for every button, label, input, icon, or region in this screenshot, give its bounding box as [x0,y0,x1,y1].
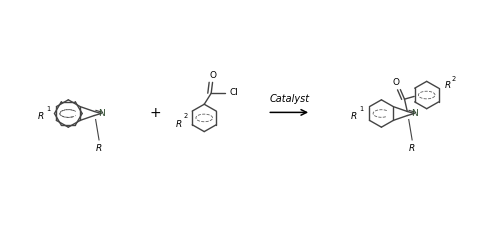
Text: O: O [393,78,400,87]
Text: N: N [411,109,418,118]
Text: O: O [209,71,216,80]
Text: N: N [98,109,105,118]
Text: Catalyst: Catalyst [269,94,309,104]
Text: R: R [175,120,182,129]
Text: 1: 1 [359,106,363,112]
Text: +: + [150,106,162,121]
Text: R: R [409,144,415,153]
Text: R: R [351,112,357,121]
Text: R: R [96,144,102,153]
Text: R: R [38,112,44,121]
Text: Cl: Cl [230,88,239,97]
Text: 1: 1 [46,106,50,112]
Text: R: R [444,81,451,91]
Text: 2: 2 [183,113,188,119]
Text: 2: 2 [451,76,455,82]
